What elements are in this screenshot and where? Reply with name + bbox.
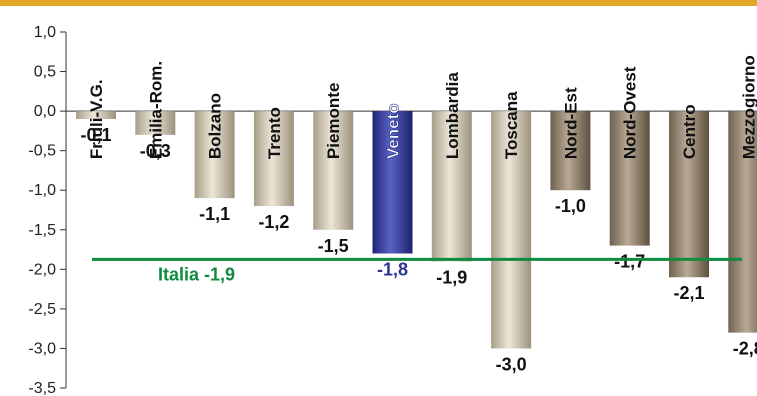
bar-nord-ovest	[609, 111, 650, 246]
y-tick-label: -1,5	[28, 222, 56, 239]
category-label: Emilia-Rom.	[146, 61, 165, 159]
category-label: Mezzogiorno	[739, 55, 757, 159]
category-label: Friuli-V.G.	[87, 79, 106, 159]
category-label: Toscana	[502, 91, 521, 159]
value-label: -1,1	[199, 204, 230, 224]
labels: Friuli-V.G.-0,1 Emilia-Rom.-0,3 Bolzano -1,…	[80, 55, 757, 374]
category-label: Centro	[680, 104, 699, 159]
category-label: Piemonte	[324, 83, 343, 160]
value-label: -3,0	[496, 354, 527, 374]
value-label: -1,5	[318, 236, 349, 256]
value-label: -1,9	[436, 267, 467, 287]
bar-bolzano	[194, 111, 235, 199]
y-tick-label: -3,0	[28, 340, 56, 357]
value-label: -1,2	[258, 212, 289, 232]
bar-toscana	[491, 111, 532, 349]
y-tick-label: -2,5	[28, 301, 56, 318]
category-label: Trento	[265, 107, 284, 159]
reference-label-italia: Italia -1,9	[158, 264, 235, 284]
value-label: -1,8	[377, 260, 408, 280]
y-tick-label: 0,5	[34, 64, 56, 81]
y-tick-label: -0,5	[28, 143, 56, 160]
y-tick-label: -1,0	[28, 182, 56, 199]
top-accent-bar	[0, 0, 757, 6]
value-label: -0,1	[80, 125, 111, 145]
bar-mezzogiorno	[728, 111, 757, 333]
bar-trento	[253, 111, 294, 207]
bar-piemonte	[313, 111, 354, 230]
bars	[76, 111, 757, 349]
bar-nord-est	[550, 111, 591, 191]
y-tick-label: -2,0	[28, 261, 56, 278]
category-label: Bolzano	[206, 93, 225, 159]
value-label: -2,8	[733, 339, 757, 359]
y-tick-label: 1,0	[34, 24, 56, 41]
category-label: Veneto	[384, 103, 403, 159]
bar-veneto	[372, 111, 413, 254]
bar-emilia-rom-	[135, 111, 176, 135]
y-tick-label: -3,5	[28, 380, 56, 396]
category-label: Lombardia	[443, 72, 462, 159]
bar-chart: 1,0 0,5 0,0 -0,5 -1,0 -1,5 -2,0 -2,5 -3,0 -3,5 Fr…	[28, 24, 757, 396]
bar-centro	[669, 111, 709, 278]
value-label: -0,3	[140, 141, 171, 161]
bar-lombardia	[431, 111, 472, 262]
value-label: -2,1	[673, 283, 704, 303]
reference: Italia -1,9	[92, 257, 742, 284]
category-label: Nord-Est	[561, 87, 580, 159]
value-label: -1,0	[555, 196, 586, 216]
bar-friuli-v-g-	[76, 111, 116, 120]
category-label: Nord-Ovest	[621, 66, 640, 159]
value-label: -1,7	[614, 252, 645, 272]
y-tick-label: 0,0	[34, 103, 56, 120]
